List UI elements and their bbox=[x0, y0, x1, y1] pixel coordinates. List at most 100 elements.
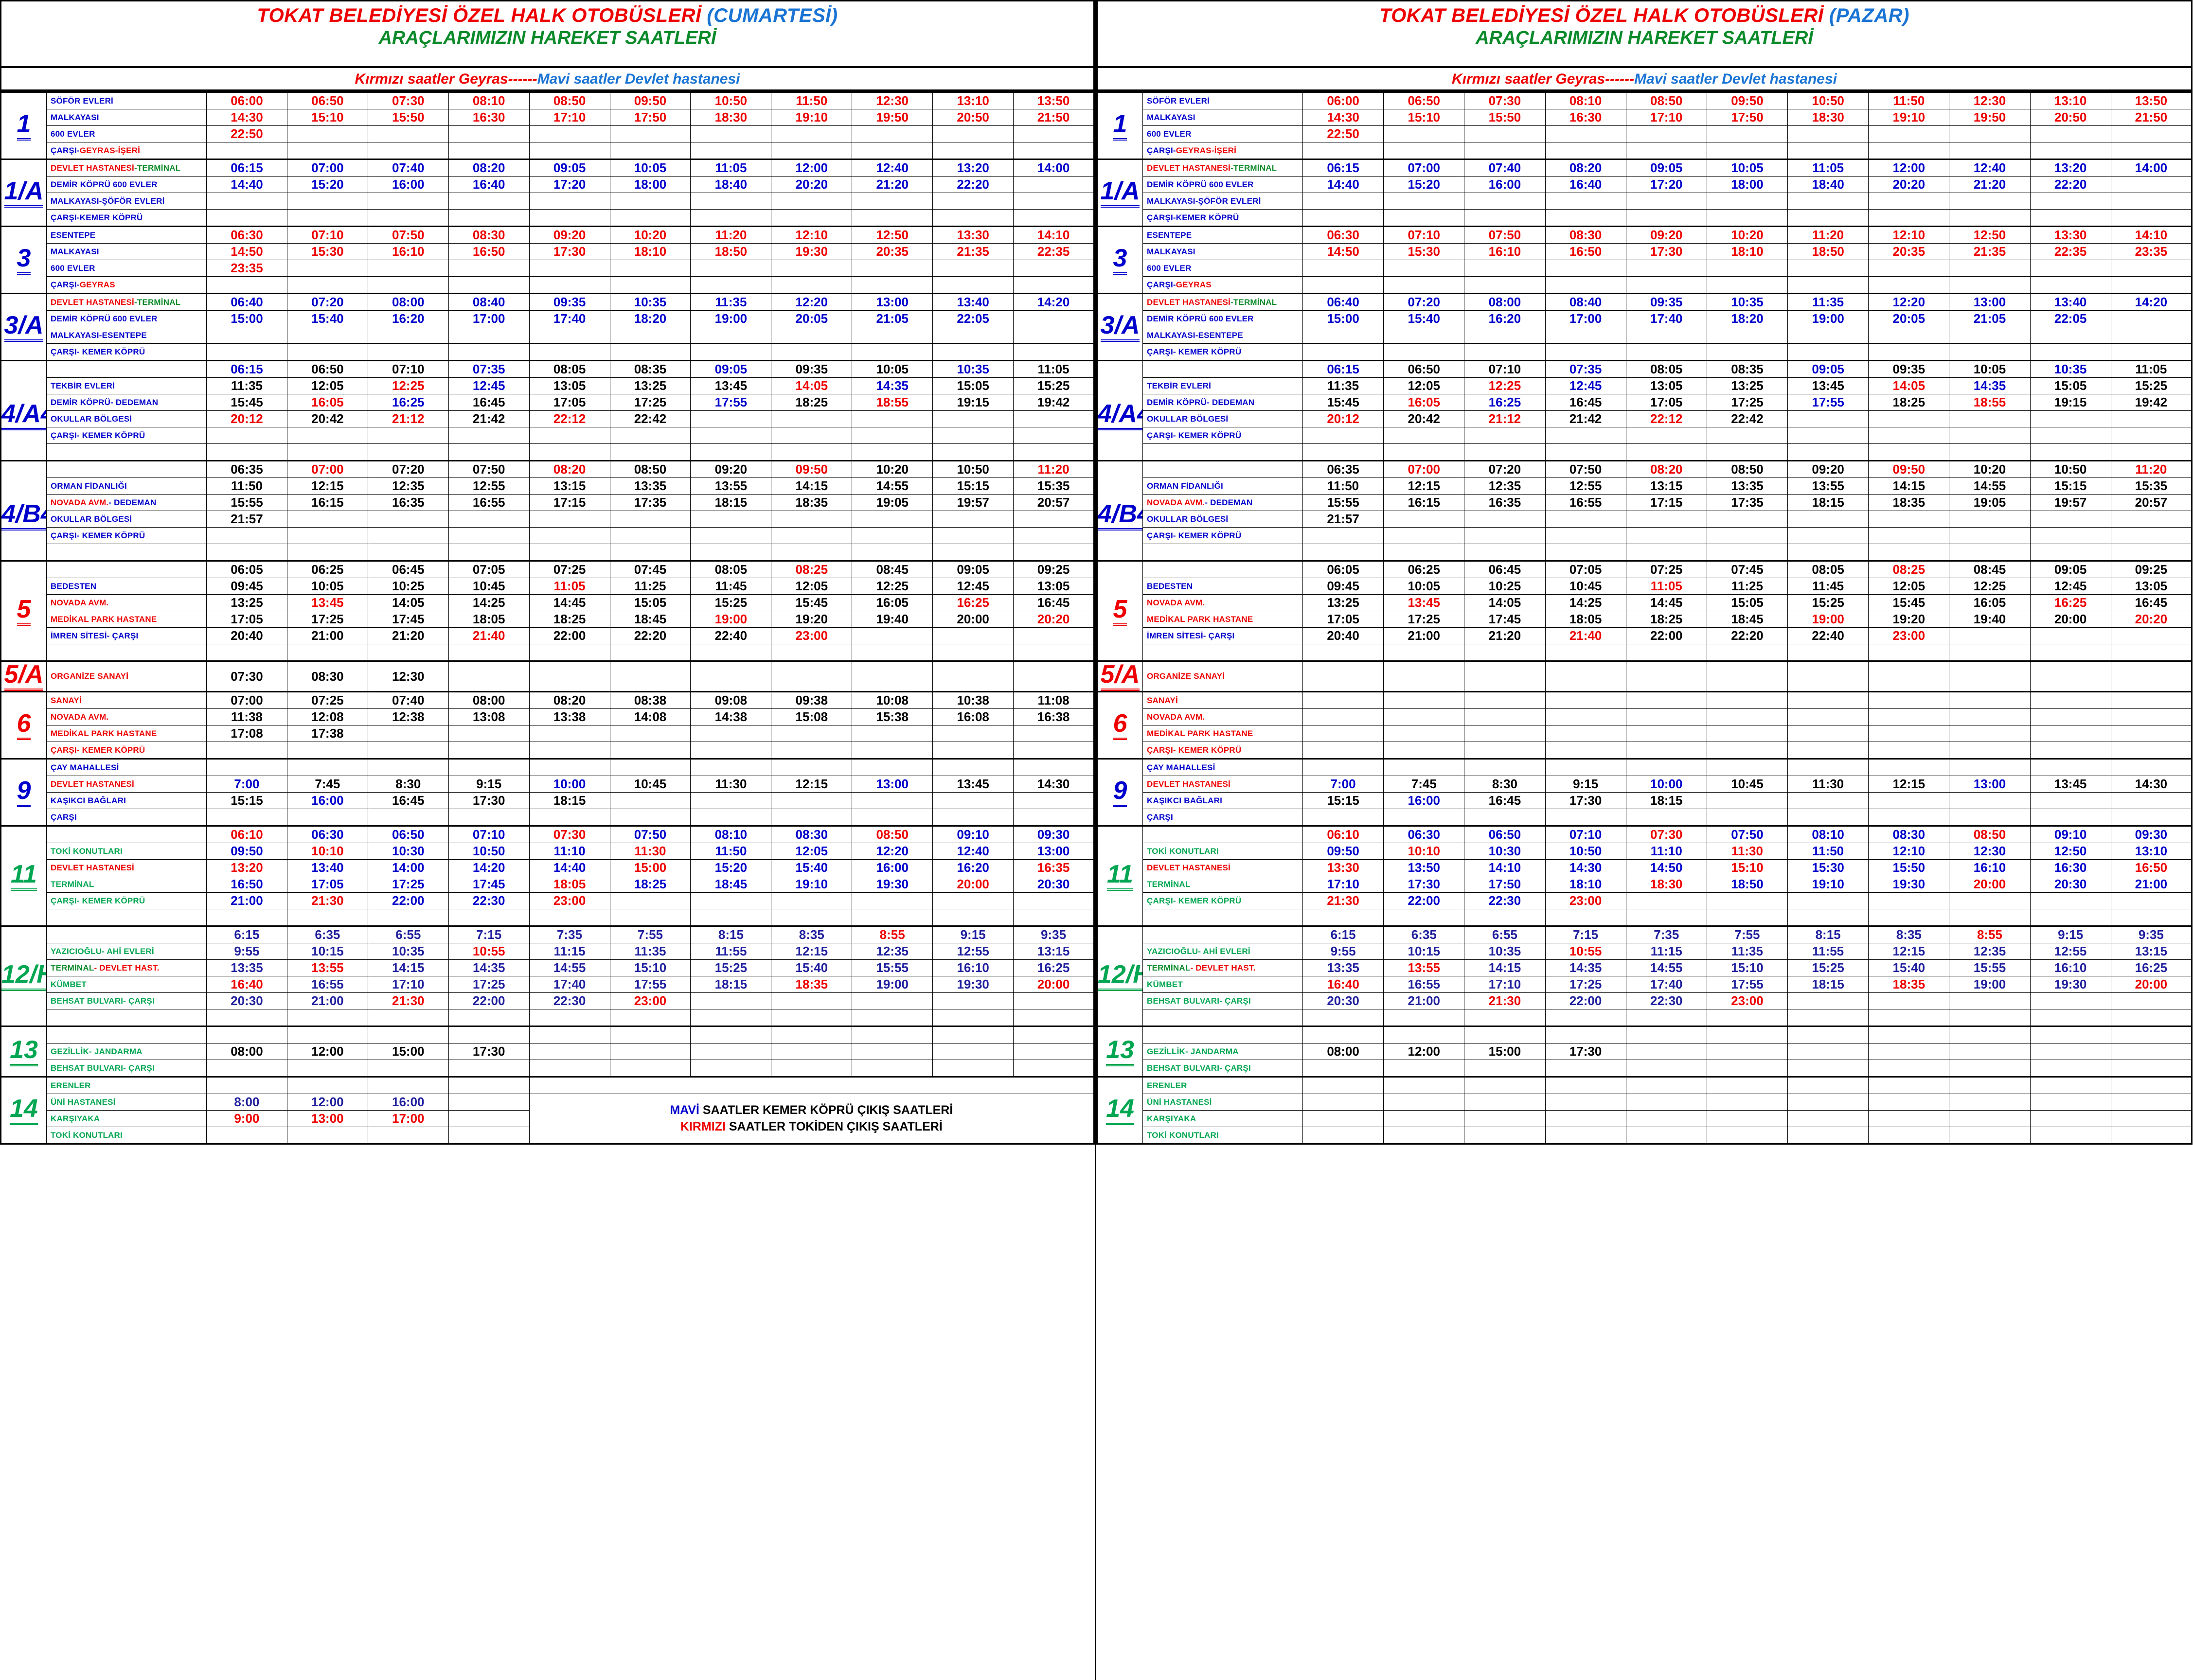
time-cell[interactable] bbox=[367, 1060, 449, 1078]
time-cell[interactable]: 11:50 bbox=[1868, 91, 1950, 109]
time-cell[interactable]: 09:25 bbox=[1013, 560, 1094, 578]
time-cell[interactable] bbox=[1013, 511, 1094, 528]
time-cell[interactable]: 11:30 bbox=[609, 843, 691, 860]
time-cell[interactable] bbox=[286, 742, 368, 760]
time-cell[interactable] bbox=[2110, 725, 2193, 742]
time-cell[interactable]: 09:50 bbox=[206, 843, 287, 860]
time-cell[interactable] bbox=[932, 992, 1014, 1009]
time-cell[interactable]: 17:25 bbox=[367, 876, 449, 893]
time-cell[interactable] bbox=[529, 260, 610, 277]
time-cell[interactable] bbox=[1302, 909, 1384, 927]
time-cell[interactable]: 21:30 bbox=[367, 992, 449, 1009]
time-cell[interactable]: 16:50 bbox=[1545, 243, 1626, 260]
time-cell[interactable] bbox=[2110, 193, 2193, 210]
time-cell[interactable]: 22:20 bbox=[1706, 627, 1788, 644]
time-cell[interactable]: 21:42 bbox=[448, 410, 530, 427]
route-number-cell-1/A[interactable]: 1/A bbox=[1097, 159, 1143, 227]
time-cell[interactable]: 16:55 bbox=[286, 976, 368, 993]
time-cell[interactable] bbox=[1013, 527, 1094, 544]
time-cell[interactable]: 20:12 bbox=[1302, 410, 1384, 427]
time-cell[interactable]: 21:05 bbox=[852, 310, 933, 327]
time-cell[interactable] bbox=[1383, 125, 1465, 142]
time-cell[interactable]: 15:25 bbox=[690, 959, 772, 976]
time-cell[interactable]: 16:40 bbox=[1545, 176, 1626, 193]
time-cell[interactable]: 10:45 bbox=[448, 578, 530, 595]
time-cell[interactable] bbox=[771, 410, 853, 427]
time-cell[interactable] bbox=[690, 725, 772, 742]
time-cell[interactable] bbox=[1464, 125, 1546, 142]
time-cell[interactable]: 17:10 bbox=[1464, 976, 1546, 993]
time-cell[interactable] bbox=[1949, 209, 2031, 227]
time-cell[interactable]: 9:55 bbox=[206, 943, 287, 960]
time-cell[interactable]: 08:35 bbox=[1706, 360, 1788, 378]
time-cell[interactable]: 15:00 bbox=[1302, 310, 1384, 327]
time-cell[interactable] bbox=[932, 644, 1014, 662]
time-cell[interactable]: 08:30 bbox=[1868, 825, 1950, 843]
time-cell[interactable]: 13:25 bbox=[1302, 594, 1384, 611]
time-cell[interactable]: 09:05 bbox=[690, 360, 772, 378]
time-cell[interactable]: 16:00 bbox=[286, 792, 368, 809]
time-cell[interactable]: 17:40 bbox=[529, 310, 610, 327]
time-cell[interactable] bbox=[1949, 1060, 2031, 1078]
time-cell[interactable]: 09:35 bbox=[1625, 293, 1707, 311]
time-cell[interactable] bbox=[1013, 142, 1094, 160]
time-cell[interactable] bbox=[1464, 1076, 1546, 1094]
time-cell[interactable]: 10:15 bbox=[286, 943, 368, 960]
time-cell[interactable]: 09:25 bbox=[2110, 560, 2193, 578]
time-cell[interactable]: 08:30 bbox=[448, 226, 530, 244]
time-cell[interactable]: 14:15 bbox=[367, 959, 449, 976]
time-cell[interactable]: 22:20 bbox=[2030, 176, 2111, 193]
time-cell[interactable]: 16:15 bbox=[1383, 494, 1465, 511]
time-cell[interactable]: 13:45 bbox=[2030, 776, 2111, 793]
time-cell[interactable]: 10:20 bbox=[609, 226, 691, 244]
time-cell[interactable] bbox=[529, 193, 610, 210]
time-cell[interactable] bbox=[1013, 544, 1094, 562]
time-cell[interactable] bbox=[1868, 125, 1950, 142]
time-cell[interactable] bbox=[1787, 209, 1869, 227]
time-cell[interactable] bbox=[2030, 1026, 2111, 1043]
time-cell[interactable] bbox=[2030, 343, 2111, 361]
time-cell[interactable] bbox=[2110, 511, 2193, 528]
time-cell[interactable]: 06:15 bbox=[206, 159, 287, 177]
time-cell[interactable]: 7:45 bbox=[286, 776, 368, 793]
time-cell[interactable]: 17:00 bbox=[367, 1110, 449, 1127]
time-cell[interactable] bbox=[932, 410, 1014, 427]
time-cell[interactable] bbox=[932, 1060, 1014, 1078]
time-cell[interactable]: 15:25 bbox=[690, 594, 772, 611]
time-cell[interactable]: 09:35 bbox=[529, 293, 610, 311]
time-cell[interactable]: 19:50 bbox=[1949, 109, 2031, 126]
time-cell[interactable]: 07:35 bbox=[448, 360, 530, 378]
time-cell[interactable] bbox=[2110, 1127, 2193, 1145]
time-cell[interactable] bbox=[609, 1026, 691, 1043]
time-cell[interactable]: 17:40 bbox=[1625, 310, 1707, 327]
time-cell[interactable]: 20:00 bbox=[1013, 976, 1094, 993]
time-cell[interactable]: 13:05 bbox=[2110, 578, 2193, 595]
time-cell[interactable] bbox=[2030, 1043, 2111, 1060]
time-cell[interactable] bbox=[1625, 742, 1707, 760]
time-cell[interactable] bbox=[2110, 1060, 2193, 1078]
time-cell[interactable] bbox=[1868, 792, 1950, 809]
route-number-cell-4/B[interactable]: 4/B4/C bbox=[1097, 460, 1143, 561]
time-cell[interactable] bbox=[852, 758, 933, 776]
time-cell[interactable] bbox=[1464, 809, 1546, 827]
time-cell[interactable] bbox=[1787, 193, 1869, 210]
time-cell[interactable] bbox=[690, 892, 772, 909]
time-cell[interactable]: 08:30 bbox=[286, 660, 368, 692]
time-cell[interactable]: 23:00 bbox=[1868, 627, 1950, 644]
time-cell[interactable] bbox=[367, 1009, 449, 1027]
time-cell[interactable]: 23:00 bbox=[609, 992, 691, 1009]
time-cell[interactable]: 14:05 bbox=[1868, 377, 1950, 394]
time-cell[interactable]: 15:20 bbox=[1383, 176, 1465, 193]
time-cell[interactable] bbox=[1383, 809, 1465, 827]
time-cell[interactable] bbox=[1545, 691, 1626, 709]
time-cell[interactable]: 13:05 bbox=[1625, 377, 1707, 394]
time-cell[interactable] bbox=[771, 992, 853, 1009]
time-cell[interactable] bbox=[286, 427, 368, 444]
time-cell[interactable]: 08:05 bbox=[529, 360, 610, 378]
time-cell[interactable]: 11:50 bbox=[690, 843, 772, 860]
time-cell[interactable]: 16:25 bbox=[1464, 394, 1546, 411]
time-cell[interactable]: 16:50 bbox=[206, 876, 287, 893]
time-cell[interactable] bbox=[1013, 443, 1094, 461]
time-cell[interactable]: 15:35 bbox=[1013, 477, 1094, 495]
time-cell[interactable]: 21:30 bbox=[1302, 892, 1384, 909]
